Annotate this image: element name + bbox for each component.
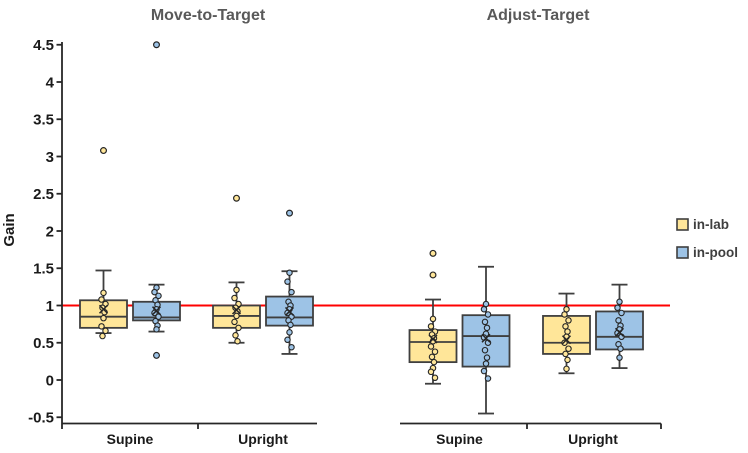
outlier-point (99, 147, 107, 155)
data-point (286, 329, 293, 336)
data-point (431, 374, 439, 382)
outlier-point (233, 194, 241, 202)
x-category-label: Supine (436, 431, 483, 447)
data-point (287, 321, 294, 329)
data-point (288, 343, 295, 351)
data-point (98, 296, 105, 303)
data-point (563, 305, 570, 313)
outlier-point (286, 209, 294, 217)
data-point (102, 327, 109, 335)
y-tick-label: 3.5 (33, 112, 54, 129)
data-point (482, 360, 490, 367)
panel-title: Adjust-Target (487, 7, 590, 24)
data-point (155, 313, 162, 320)
data-point (564, 328, 571, 335)
data-point (616, 298, 623, 306)
data-point (99, 332, 106, 340)
data-point (562, 323, 569, 330)
outlier-point (429, 249, 437, 257)
data-point (427, 368, 435, 376)
panel-title: Move-to-Target (151, 7, 266, 24)
outlier-point (429, 271, 437, 279)
y-tick-label: 0 (46, 372, 54, 389)
data-point (233, 286, 240, 294)
data-point (617, 345, 624, 352)
x-category-label: Upright (568, 431, 618, 447)
data-point (618, 309, 625, 317)
data-point (431, 348, 439, 355)
mean-marker (98, 304, 109, 314)
mean-marker (481, 333, 491, 343)
data-point (565, 317, 572, 324)
data-point (286, 269, 293, 276)
x-category-label: Upright (238, 431, 288, 447)
data-point (231, 294, 238, 302)
y-tick-label: 1.5 (33, 261, 54, 278)
data-point (483, 354, 491, 361)
y-axis-title: Gain (1, 213, 18, 246)
data-point (234, 338, 241, 345)
mean-marker (284, 306, 295, 316)
y-tick-label: -0.5 (28, 410, 54, 427)
mean-marker (561, 335, 572, 345)
data-point (100, 314, 107, 322)
data-point (151, 288, 158, 296)
data-point (616, 354, 623, 361)
data-point (429, 315, 437, 323)
mean-marker (151, 306, 162, 316)
data-point (614, 304, 621, 311)
data-point (427, 343, 435, 350)
legend-swatch-in-lab (676, 218, 689, 231)
data-point (484, 311, 492, 318)
x-category-label: Supine (107, 431, 154, 447)
data-point (563, 365, 570, 373)
data-point (428, 353, 436, 361)
data-point (430, 358, 438, 366)
data-point (288, 288, 295, 296)
legend-label: in-lab (693, 217, 729, 232)
data-point (153, 326, 160, 333)
data-point (561, 311, 568, 318)
data-point (480, 305, 488, 313)
y-tick-label: 2 (46, 223, 54, 240)
data-point (565, 345, 572, 352)
data-point (482, 300, 490, 308)
data-point (562, 350, 569, 358)
outlier-point (153, 41, 161, 49)
data-point (235, 324, 242, 332)
data-point (481, 346, 489, 354)
legend-swatch-in-pool (676, 246, 689, 259)
outlier-point (153, 351, 161, 359)
y-tick-label: 3 (46, 149, 54, 166)
data-point (284, 278, 291, 285)
mean-marker (428, 334, 438, 344)
data-point (155, 292, 162, 300)
data-point (427, 323, 435, 330)
data-point (233, 312, 240, 320)
mean-marker (614, 327, 625, 337)
data-point (231, 318, 238, 326)
y-tick-label: 2.5 (33, 186, 54, 203)
y-tick-label: 4.5 (33, 37, 54, 54)
y-tick-label: 1 (46, 298, 54, 315)
data-point (484, 375, 492, 382)
data-point (564, 356, 571, 364)
data-point (284, 336, 291, 344)
y-tick-label: 0.5 (33, 335, 54, 352)
legend-label: in-pool (693, 245, 738, 260)
mean-marker (231, 305, 242, 315)
data-point (98, 323, 105, 330)
data-point (483, 324, 491, 332)
data-point (480, 367, 488, 375)
data-point (232, 332, 239, 339)
y-tick-label: 4 (46, 74, 55, 91)
data-point (615, 317, 622, 324)
data-point (481, 318, 489, 326)
data-point (100, 289, 107, 297)
